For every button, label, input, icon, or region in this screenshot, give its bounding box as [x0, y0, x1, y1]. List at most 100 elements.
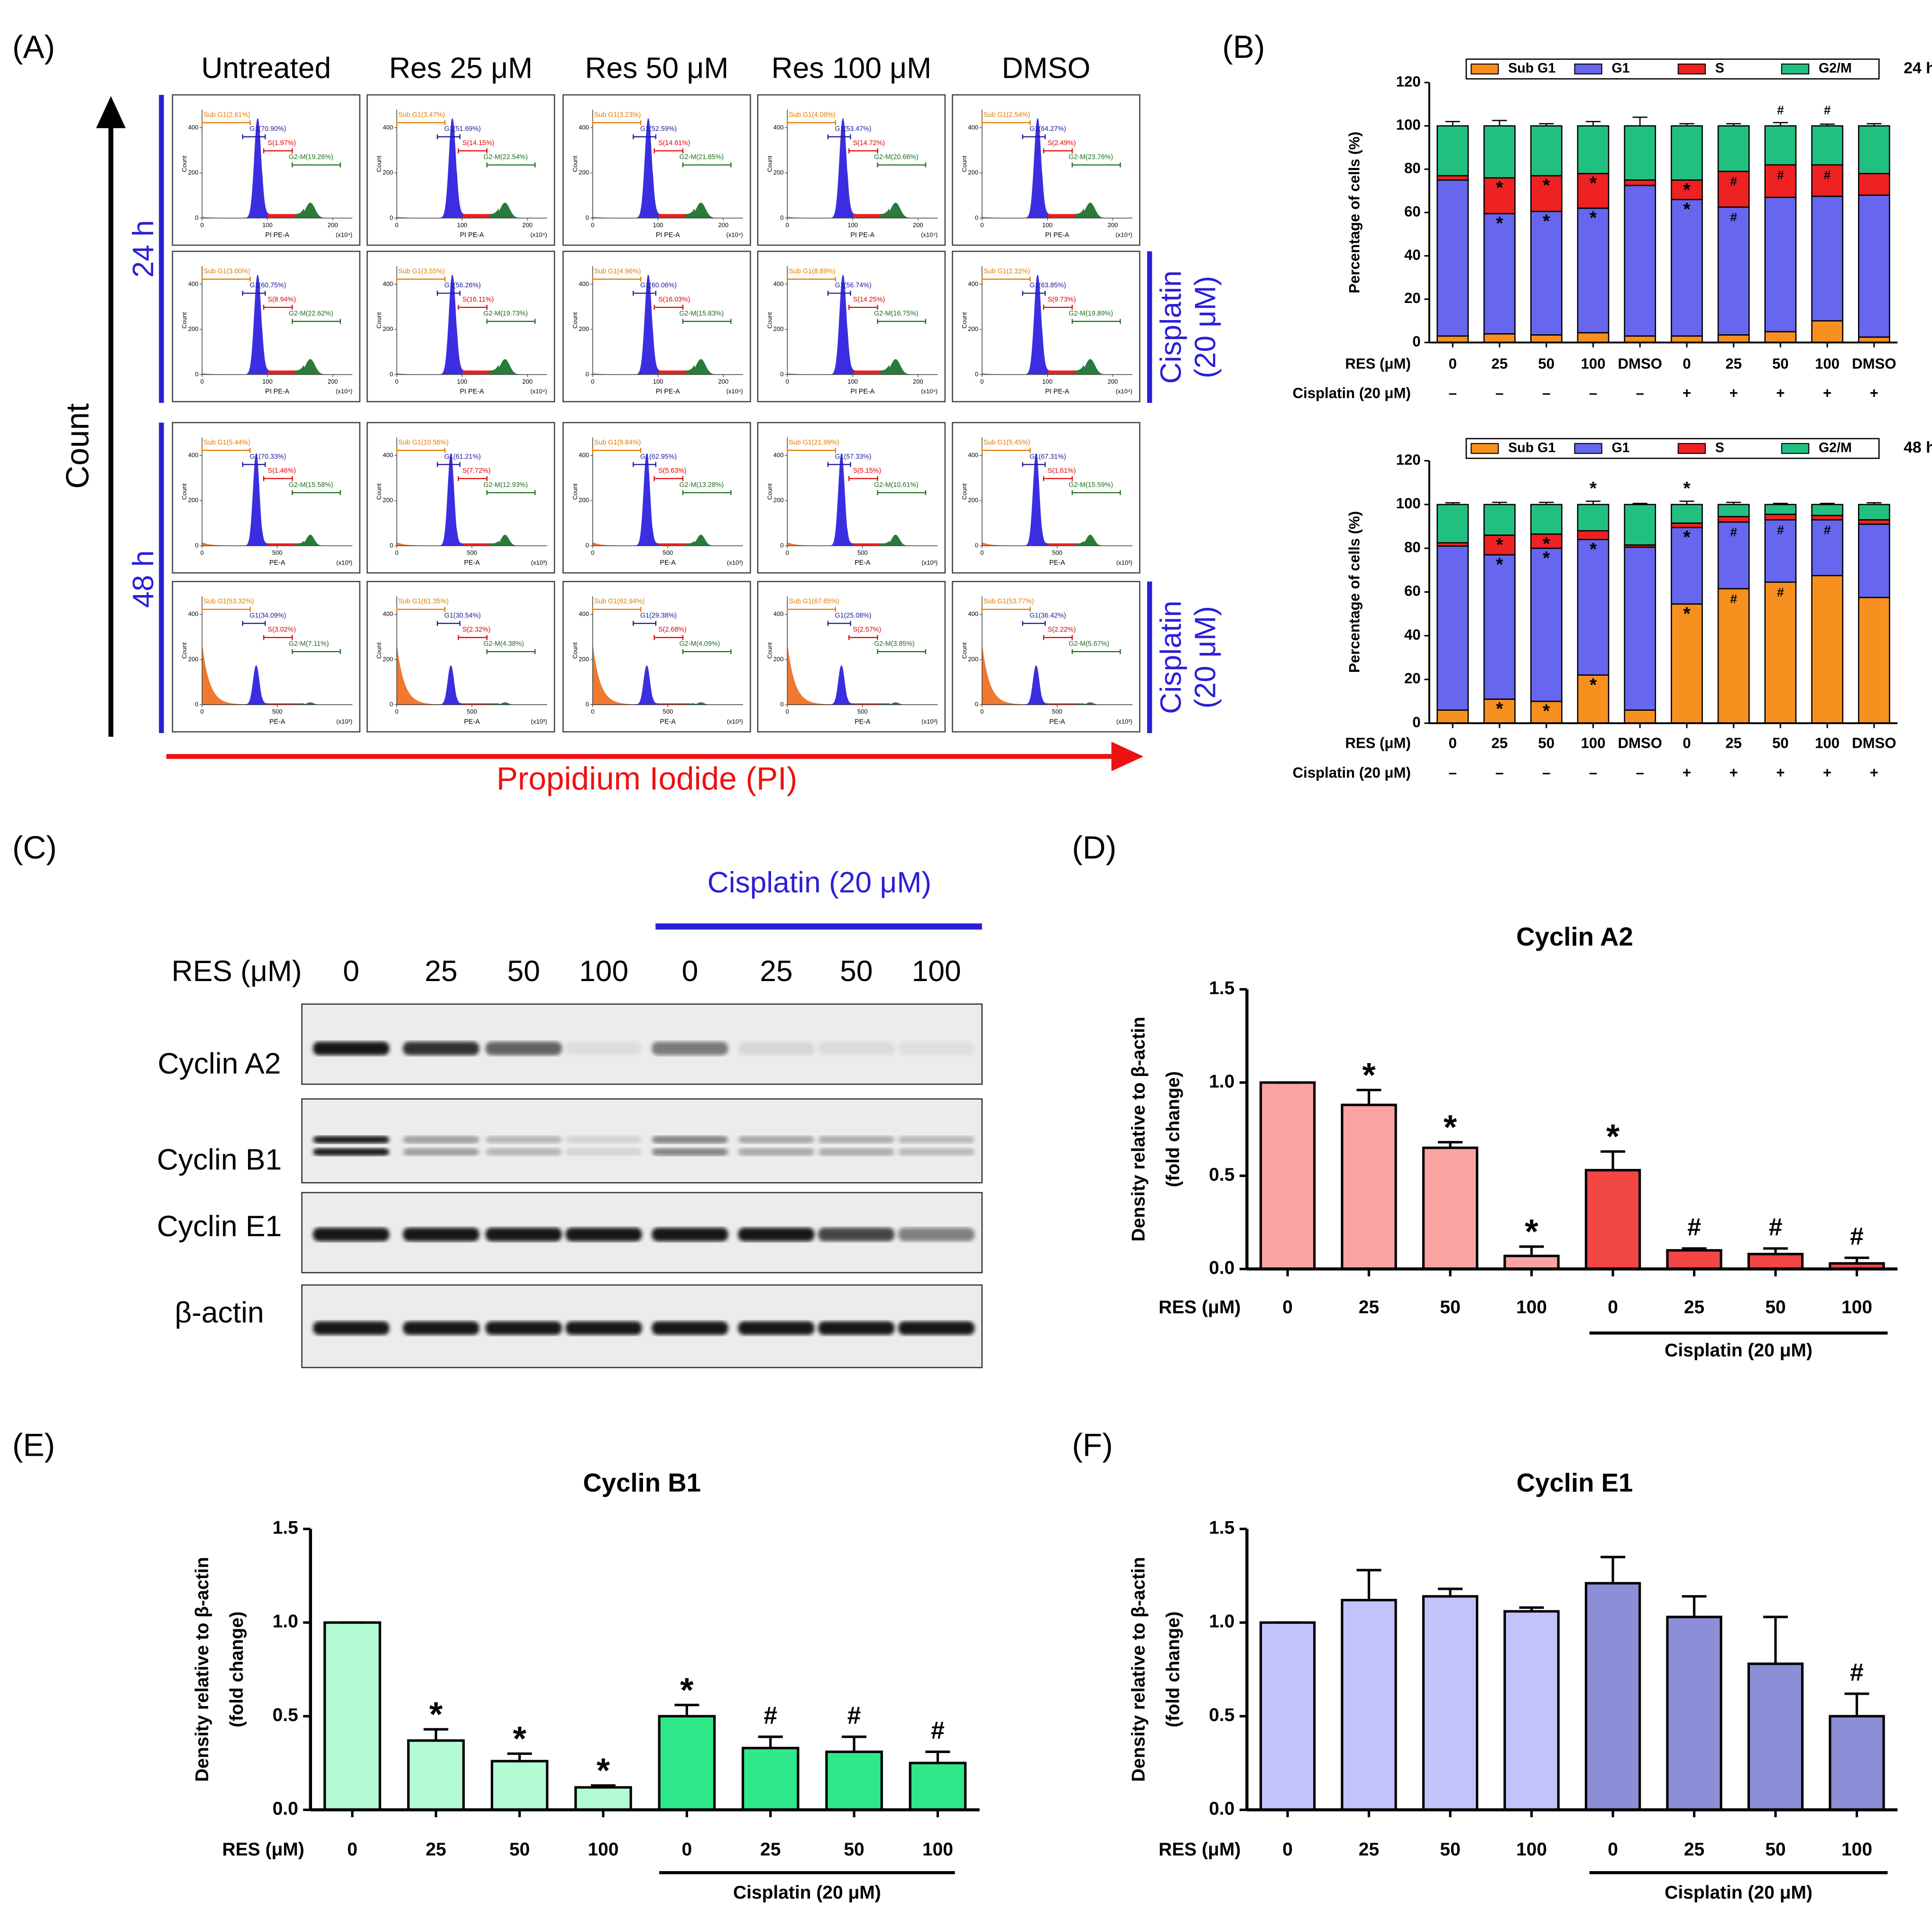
- gate: [292, 162, 341, 168]
- histogram: [853, 213, 881, 219]
- bar-segment: [1811, 195, 1844, 321]
- y-tick-label: 200: [968, 655, 978, 662]
- x-axis-label: RES (μM): [1345, 355, 1410, 372]
- bar: [407, 1739, 465, 1811]
- cisplatin-sign: +: [1683, 764, 1691, 781]
- time-label: 24 h: [127, 220, 160, 277]
- blot-band: [818, 1041, 895, 1056]
- gate: [682, 319, 732, 324]
- gate: [396, 120, 446, 125]
- x-tick-label: 100: [1841, 1839, 1872, 1860]
- significance-marker: *: [1496, 699, 1503, 719]
- x-unit: (x10³): [921, 559, 938, 566]
- blot-band: [818, 1148, 895, 1156]
- gate-label: Sub G1(21.99%): [789, 439, 839, 447]
- bar-segment: [1764, 504, 1797, 515]
- x-tick-label: 0: [980, 221, 984, 229]
- panel-letter: (B): [1222, 29, 1265, 65]
- gate: [1071, 649, 1121, 654]
- bar-segment: [1671, 527, 1703, 605]
- gate-label: S(3.02%): [267, 626, 296, 634]
- legend-label: G1: [1611, 440, 1629, 455]
- histogram: [244, 275, 269, 375]
- count-label: Count: [60, 403, 96, 488]
- blot-band: [485, 1041, 562, 1056]
- gate: [981, 276, 1031, 282]
- chart-title: Cyclin B1: [583, 1468, 701, 1497]
- gate-label: G1(57.33%): [835, 453, 872, 460]
- bar: [1259, 1621, 1316, 1811]
- y-tick-label: 0: [586, 214, 589, 221]
- blot-band: [652, 1136, 728, 1144]
- column-label: Res 50 μM: [585, 52, 728, 85]
- x-unit: (x10³): [921, 718, 938, 725]
- bar-segment: [1858, 523, 1890, 598]
- x-tick-label: 25: [426, 1839, 446, 1860]
- error-bar: [1519, 1606, 1544, 1612]
- gate-label: G1(64.27%): [1030, 125, 1066, 133]
- gate: [848, 304, 878, 310]
- panel-letter: (C): [12, 830, 57, 866]
- gate-label: G2-M(15.83%): [679, 310, 724, 318]
- significance-marker: *: [1590, 675, 1597, 695]
- blot-band: [313, 1228, 390, 1241]
- error-bar: [1763, 1247, 1788, 1254]
- y-tick-label: 120: [1396, 73, 1421, 90]
- gate-label: Sub G1(5.45%): [984, 439, 1030, 447]
- x-tick-label: 200: [522, 221, 533, 229]
- gate: [682, 162, 732, 168]
- gate-label: G2-M(4.09%): [679, 640, 720, 648]
- gate-label: G1(60.75%): [249, 282, 286, 289]
- significance-marker: *: [1683, 199, 1691, 220]
- gate: [437, 621, 460, 626]
- flow-panel: [562, 250, 751, 403]
- bar-segment: [1671, 179, 1703, 201]
- y-axis-label: (fold change): [1163, 1071, 1183, 1187]
- x-tick-label: 0: [347, 1839, 358, 1860]
- blot-band: [898, 1136, 975, 1144]
- histogram: [658, 369, 686, 375]
- cisplatin-label: (20 μM): [1189, 606, 1222, 708]
- column-label: Untreated: [201, 52, 331, 85]
- error-bar: [1682, 1595, 1707, 1617]
- y-axis-label: Count: [376, 642, 383, 659]
- bar: [909, 1762, 967, 1811]
- bar-segment: [1671, 125, 1703, 181]
- x-tick-label: 50: [1538, 355, 1555, 372]
- gate: [1022, 621, 1046, 626]
- x-tick-label: 25: [1725, 735, 1742, 752]
- y-tick-label: 100: [1396, 495, 1421, 512]
- x-tick-label: 100: [653, 221, 663, 229]
- error-bar: [1519, 1245, 1544, 1256]
- significance-marker: *: [513, 1720, 526, 1758]
- histogram: [268, 213, 296, 219]
- significance-marker: *: [1590, 539, 1597, 560]
- gate-label: G1(70.90%): [249, 125, 286, 133]
- gate-label: G2-M(15.59%): [1068, 481, 1113, 489]
- x-tick-label: 0: [1282, 1839, 1293, 1860]
- x-axis-label: PI PE-A: [265, 231, 289, 239]
- x-tick-label: 50: [1772, 355, 1789, 372]
- histogram: [1048, 543, 1076, 546]
- x-tick-label: 0: [395, 708, 398, 715]
- x-axis-label: RES (μM): [1159, 1839, 1241, 1860]
- x-tick-label: 100: [1815, 735, 1840, 752]
- bar-segment: [1858, 194, 1890, 338]
- gate-label: Sub G1(61.35%): [398, 598, 449, 606]
- lane-label: 100: [579, 955, 628, 988]
- x-tick-label: 25: [1359, 1839, 1379, 1860]
- x-axis-label: PI PE-A: [460, 388, 484, 395]
- bar: [1341, 1103, 1397, 1270]
- bar-segment: [1530, 334, 1563, 343]
- significance-marker: #: [764, 1702, 777, 1729]
- y-axis-label: Count: [571, 312, 579, 329]
- error-bar: [1438, 1141, 1463, 1148]
- y-axis-label: Count: [961, 312, 968, 329]
- flow-panel: [757, 422, 946, 574]
- y-axis-label: Count: [571, 642, 579, 659]
- significance-marker: #: [1777, 103, 1784, 117]
- column-label: DMSO: [1002, 52, 1090, 85]
- y-tick-label: 200: [188, 655, 199, 662]
- gate-label: S(2.68%): [658, 626, 687, 634]
- x-tick-label: 200: [913, 378, 923, 385]
